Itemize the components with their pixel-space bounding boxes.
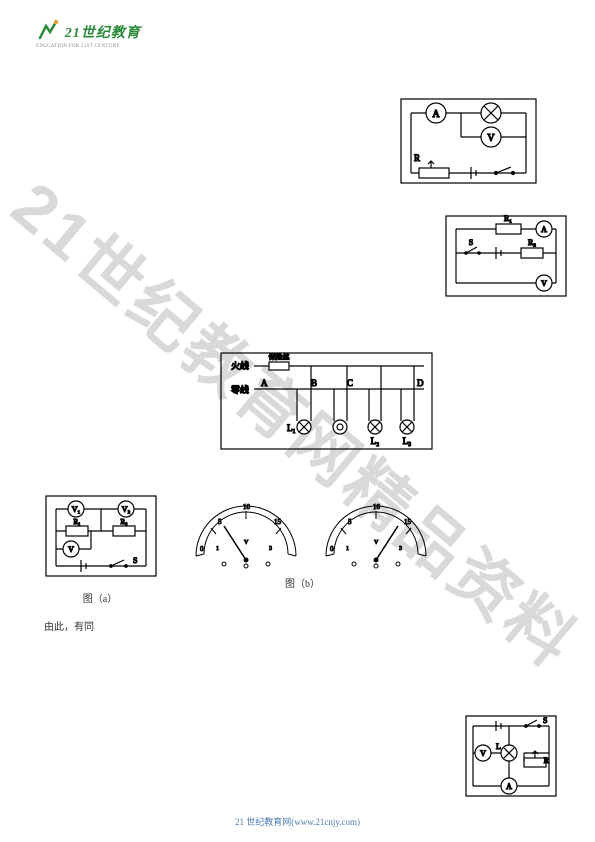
svg-text:A: A <box>261 378 268 388</box>
figure-4b-caption: 图（b） <box>176 575 429 590</box>
figure-circuit-5: S V L R A <box>460 710 560 800</box>
footer-url: www.21cnjy.com <box>294 817 357 827</box>
svg-text:R: R <box>544 756 550 765</box>
svg-text:L₃: L₃ <box>403 436 412 446</box>
svg-text:R₂: R₂ <box>120 518 128 526</box>
svg-text:R₁: R₁ <box>504 214 512 223</box>
svg-text:V: V <box>480 749 486 758</box>
body-text-fragment: 由此，有同 <box>44 618 94 633</box>
svg-text:15: 15 <box>274 518 282 526</box>
svg-text:B: B <box>311 378 317 388</box>
svg-text:10: 10 <box>243 503 251 511</box>
figure-circuit-1: A V R <box>390 90 545 190</box>
svg-text:3: 3 <box>269 546 272 552</box>
svg-text:S: S <box>543 716 547 725</box>
figure-4a-caption: 图（a） <box>41 590 159 605</box>
brand-logo: 21世纪教育 EDUCATION FOR 21ST CENTURY <box>36 18 141 49</box>
svg-text:V₂: V₂ <box>122 505 131 514</box>
svg-text:S: S <box>469 238 473 247</box>
svg-text:5: 5 <box>218 518 222 526</box>
svg-text:L₂: L₂ <box>371 436 380 446</box>
brand-tagline: EDUCATION FOR 21ST CENTURY <box>36 44 141 49</box>
svg-text:V: V <box>68 545 74 554</box>
svg-text:V: V <box>374 540 379 546</box>
svg-text:保险丝: 保险丝 <box>269 352 290 361</box>
svg-text:L₁: L₁ <box>287 423 296 433</box>
ammeter-label: A <box>432 109 440 120</box>
svg-text:A: A <box>541 225 547 234</box>
svg-text:V₁: V₁ <box>72 505 81 514</box>
svg-text:D: D <box>417 378 424 388</box>
svg-text:5: 5 <box>348 518 352 526</box>
figure-4b-gauges: 0 5 10 15 1 V 3 <box>175 495 430 590</box>
svg-text:0: 0 <box>330 545 334 553</box>
svg-text:10: 10 <box>373 503 381 511</box>
svg-text:3: 3 <box>399 546 402 552</box>
svg-text:0: 0 <box>200 545 204 553</box>
svg-text:15: 15 <box>404 518 412 526</box>
svg-text:V: V <box>541 279 547 288</box>
svg-text:V: V <box>244 540 249 546</box>
svg-text:火线: 火线 <box>231 360 249 371</box>
svg-text:A: A <box>506 782 512 791</box>
svg-text:C: C <box>347 378 353 388</box>
brand-name: 21世纪教育 <box>65 22 141 42</box>
rheostat-label: R <box>414 153 420 163</box>
svg-text:L: L <box>496 742 501 751</box>
svg-text:1: 1 <box>346 546 349 552</box>
page-footer: 21 世纪教育网(www.21cnjy.com) <box>0 815 595 828</box>
voltmeter-label: V <box>487 133 495 144</box>
svg-text:1: 1 <box>216 546 219 552</box>
svg-text:零线: 零线 <box>231 384 249 395</box>
footer-brand: 21 世纪教育网 <box>235 817 291 827</box>
svg-text:R₂: R₂ <box>528 238 536 247</box>
figure-4a-circuit: V₁ V₂ R₁ R₂ V S 图（a） <box>40 490 160 600</box>
svg-text:S: S <box>133 556 137 565</box>
svg-text:R₁: R₁ <box>73 518 80 526</box>
figure-household-wiring: 火线 零线 保险丝 A B L₁ C <box>218 350 433 450</box>
figure-circuit-2: R₁ A S R₂ V <box>440 210 570 300</box>
